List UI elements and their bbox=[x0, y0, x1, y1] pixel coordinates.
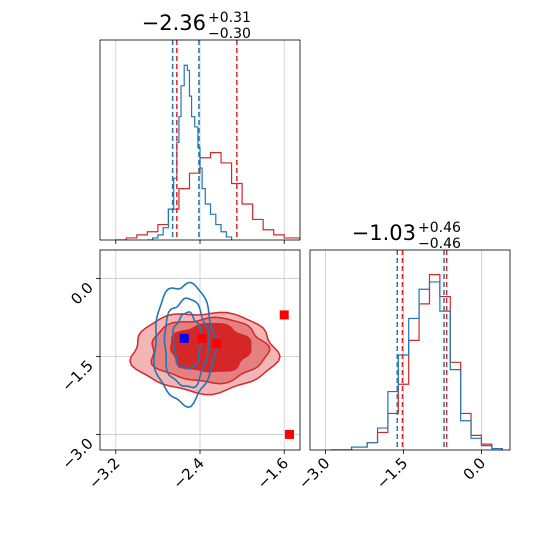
p1-hist-group bbox=[115, 64, 300, 240]
p1-title-upper: +0.31 bbox=[208, 10, 251, 26]
p1-title-lower: −0.30 bbox=[208, 26, 251, 42]
p2-title-upper: +0.46 bbox=[418, 220, 461, 236]
x-tick-label-p1: −1.6 bbox=[254, 454, 292, 492]
p1-histogram-red bbox=[115, 152, 300, 240]
p1-histogram-blue bbox=[147, 64, 233, 240]
red-contour-inner bbox=[169, 322, 252, 373]
p2-histogram-red bbox=[330, 274, 503, 450]
p2-hist-group bbox=[330, 274, 503, 450]
blue-contour-outer bbox=[152, 281, 217, 409]
x-tick-label-p1: −3.2 bbox=[85, 454, 123, 492]
marker-red bbox=[197, 333, 207, 343]
marker-red bbox=[284, 429, 294, 439]
marker-red bbox=[279, 310, 289, 320]
p1-title: −2.36 bbox=[142, 11, 206, 35]
p2-title-lower: −0.46 bbox=[418, 236, 461, 252]
blue-contour-middle bbox=[163, 297, 210, 389]
marker-red bbox=[212, 339, 222, 349]
blue-contour-inner bbox=[172, 311, 203, 370]
p2-histogram-blue bbox=[330, 281, 503, 450]
x-tick-label-p2-hist: 0.0 bbox=[460, 454, 490, 484]
p2d-group bbox=[129, 281, 294, 439]
y-tick-label-p2: −3.0 bbox=[58, 435, 96, 473]
marker-blue bbox=[179, 333, 189, 343]
x-tick-label-p2-hist: −1.5 bbox=[373, 454, 411, 492]
y-tick-label-p2: 0.0 bbox=[67, 279, 97, 309]
x-tick-label-p1: −2.4 bbox=[169, 454, 207, 492]
p2-title: −1.03 bbox=[352, 221, 416, 245]
y-tick-label-p2: −1.5 bbox=[58, 357, 96, 395]
p2-hist-frame bbox=[309, 249, 511, 451]
x-tick-label-p2-hist: −3.0 bbox=[295, 454, 333, 492]
